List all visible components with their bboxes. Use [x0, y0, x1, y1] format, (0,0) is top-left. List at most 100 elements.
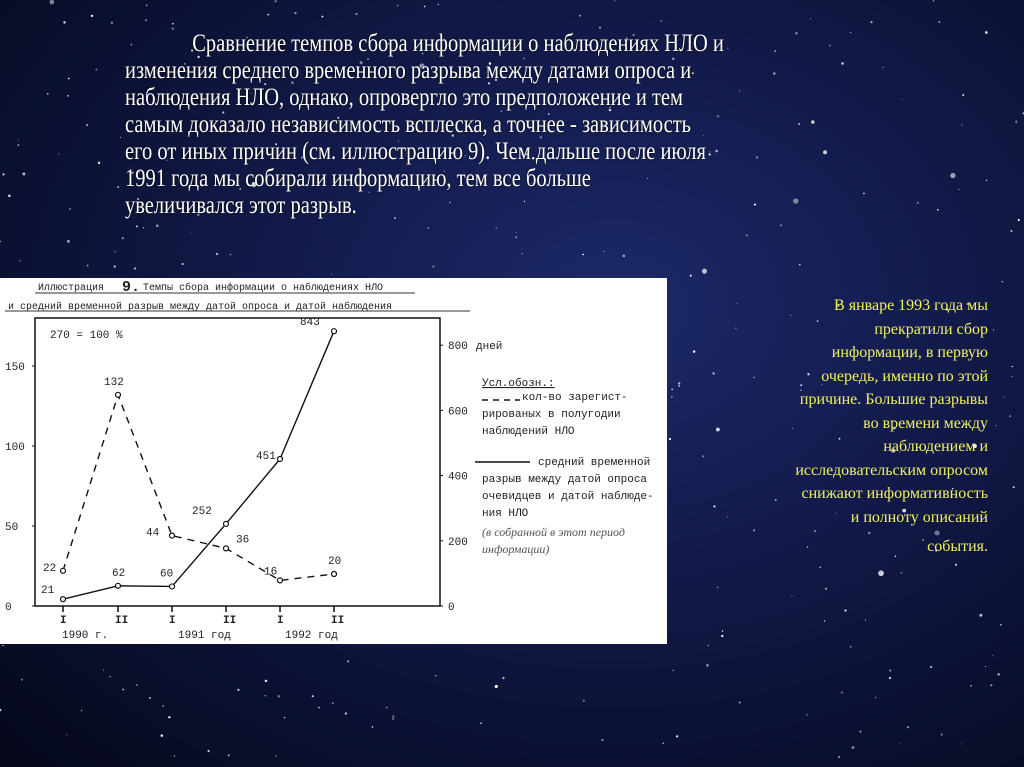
star — [337, 116, 340, 119]
legend-italic-text: информации) — [482, 542, 549, 556]
star — [716, 115, 720, 118]
data-point — [222, 545, 230, 552]
star — [22, 172, 26, 176]
star — [215, 252, 219, 256]
star — [487, 82, 491, 85]
star — [864, 619, 867, 621]
star — [992, 654, 994, 657]
data-label: 20 — [328, 556, 341, 568]
chart-illustration: Иллюстрация 9. Темпы сбора информации о на… — [0, 278, 667, 644]
star — [638, 65, 640, 67]
star — [181, 262, 184, 266]
main-line: наблюдения НЛО, однако, опровергло это п… — [125, 84, 684, 111]
star — [90, 14, 94, 18]
star — [197, 55, 200, 59]
star — [121, 237, 124, 240]
star — [359, 61, 363, 65]
x-tick-label: II — [223, 615, 236, 627]
star — [773, 72, 776, 75]
star — [727, 47, 729, 49]
left-axis-tick-label: 0 — [5, 602, 12, 614]
star — [531, 182, 533, 184]
star — [264, 83, 267, 86]
star — [172, 22, 174, 25]
star — [86, 124, 89, 127]
data-label: 451 — [256, 451, 276, 463]
star — [807, 373, 810, 376]
star — [1011, 375, 1013, 378]
right-axis-tick-label: 800 — [448, 341, 468, 353]
star — [145, 4, 148, 7]
star — [58, 153, 60, 155]
star — [935, 549, 938, 552]
legend-solid-text: ния НЛО — [482, 508, 529, 520]
star — [875, 696, 877, 698]
star — [888, 676, 892, 680]
chart-title-line2: и средний временной разрыв между датой о… — [8, 300, 392, 313]
star — [979, 613, 983, 617]
chart-title-number: 9. — [122, 279, 140, 296]
star — [1011, 365, 1013, 368]
star — [753, 376, 755, 378]
star — [355, 12, 358, 16]
star — [582, 699, 585, 702]
star — [332, 702, 334, 704]
star — [790, 314, 792, 316]
star — [936, 208, 939, 211]
data-label: 843 — [300, 317, 320, 329]
star — [1001, 280, 1004, 283]
star — [503, 183, 507, 186]
data-label: 44 — [146, 528, 160, 540]
star — [191, 49, 194, 52]
star — [844, 609, 847, 612]
star — [67, 77, 70, 80]
star — [622, 254, 626, 258]
star — [20, 678, 23, 681]
star — [824, 587, 828, 590]
star — [451, 134, 455, 137]
chart-svg: Иллюстрация 9. Темпы сбора информации о на… — [5, 279, 654, 642]
star — [894, 555, 897, 558]
star — [902, 508, 907, 513]
main-line: 1991 года мы собирали информацию, тем вс… — [125, 165, 591, 192]
star — [806, 714, 808, 716]
star — [80, 709, 83, 712]
star — [1017, 219, 1020, 222]
data-label: 16 — [264, 566, 277, 578]
legend-heading: Усл.обозн.: — [482, 377, 555, 390]
star — [246, 36, 248, 39]
chart-title-prefix: Иллюстрация — [38, 283, 104, 294]
star — [882, 66, 884, 69]
star — [609, 106, 611, 109]
left-axis-tick-label: 50 — [5, 522, 18, 534]
year-label: 1992 год — [285, 630, 338, 642]
star — [735, 327, 737, 329]
star — [985, 179, 988, 182]
star — [114, 250, 117, 253]
star — [515, 236, 517, 239]
star — [274, 0, 277, 3]
star — [713, 505, 716, 508]
right-axis-tick-label: 400 — [448, 472, 468, 484]
star — [136, 684, 138, 686]
star — [899, 451, 901, 453]
star — [386, 706, 388, 709]
star — [753, 203, 756, 206]
data-label: 60 — [160, 568, 173, 580]
star — [738, 701, 741, 704]
star — [672, 57, 675, 60]
star — [396, 4, 399, 7]
star — [155, 224, 159, 228]
data-point — [59, 596, 67, 603]
star — [614, 0, 616, 2]
star — [990, 684, 993, 687]
data-label: 22 — [43, 563, 56, 575]
side-line: во времени между — [863, 414, 988, 432]
star — [780, 224, 783, 227]
star — [816, 320, 819, 323]
star — [207, 749, 210, 753]
x-tick-label: I — [169, 615, 176, 627]
star — [671, 388, 673, 391]
star — [318, 706, 320, 709]
star — [676, 735, 679, 738]
